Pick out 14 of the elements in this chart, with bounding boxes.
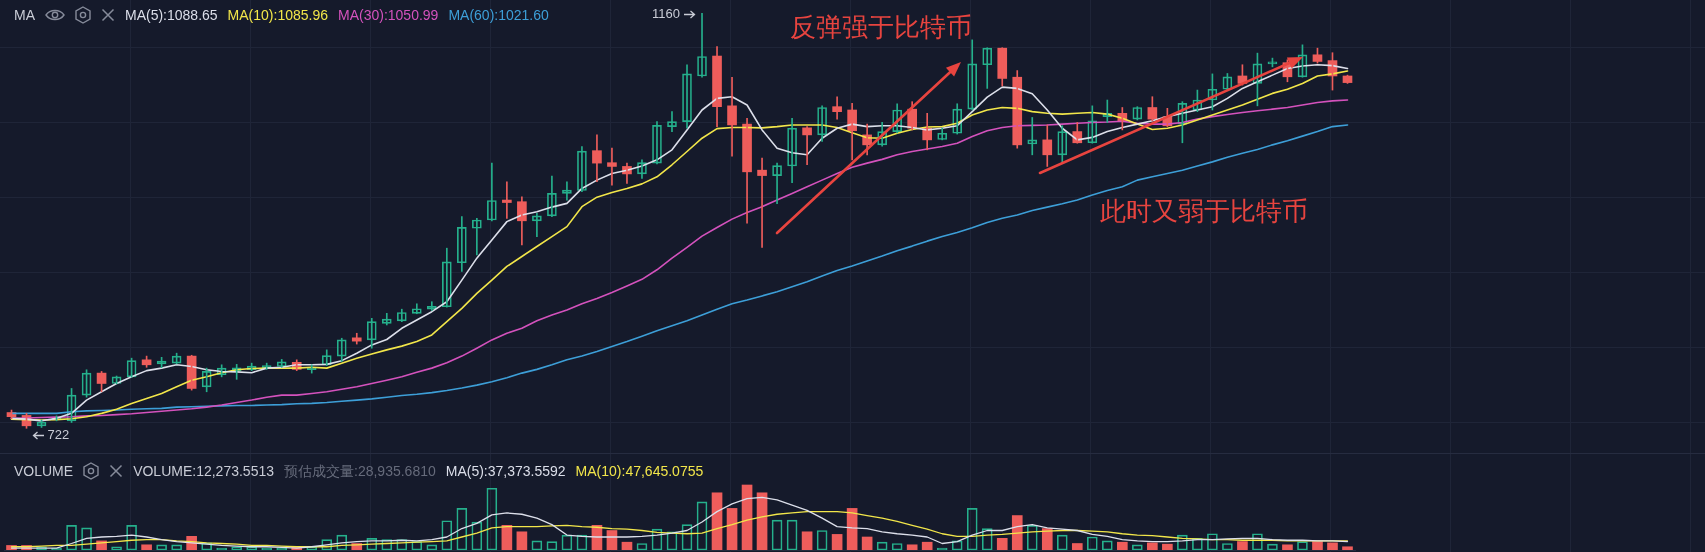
text: 预估成交量:28,935.6810: [284, 462, 436, 480]
annotation: 此时又弱于比特币: [1100, 196, 1308, 226]
text: MA(5):37,373.5592: [445, 462, 566, 480]
text: MA(30):1050.99: [338, 6, 439, 24]
text: MA(10):47,645.0755: [575, 462, 704, 480]
chart-title: MA: [14, 6, 35, 24]
text: MA(10):1085.96: [227, 6, 329, 24]
text: VOLUME:12,273.5513: [133, 462, 274, 480]
annotation: 1160: [652, 5, 681, 21]
annotation: 722: [47, 426, 70, 442]
chart-title: VOLUME: [14, 462, 74, 480]
text: MA(60):1021.60: [448, 6, 549, 24]
text: MA(5):1088.65: [125, 6, 218, 24]
annotation: 反弹强于比特币: [790, 12, 972, 42]
